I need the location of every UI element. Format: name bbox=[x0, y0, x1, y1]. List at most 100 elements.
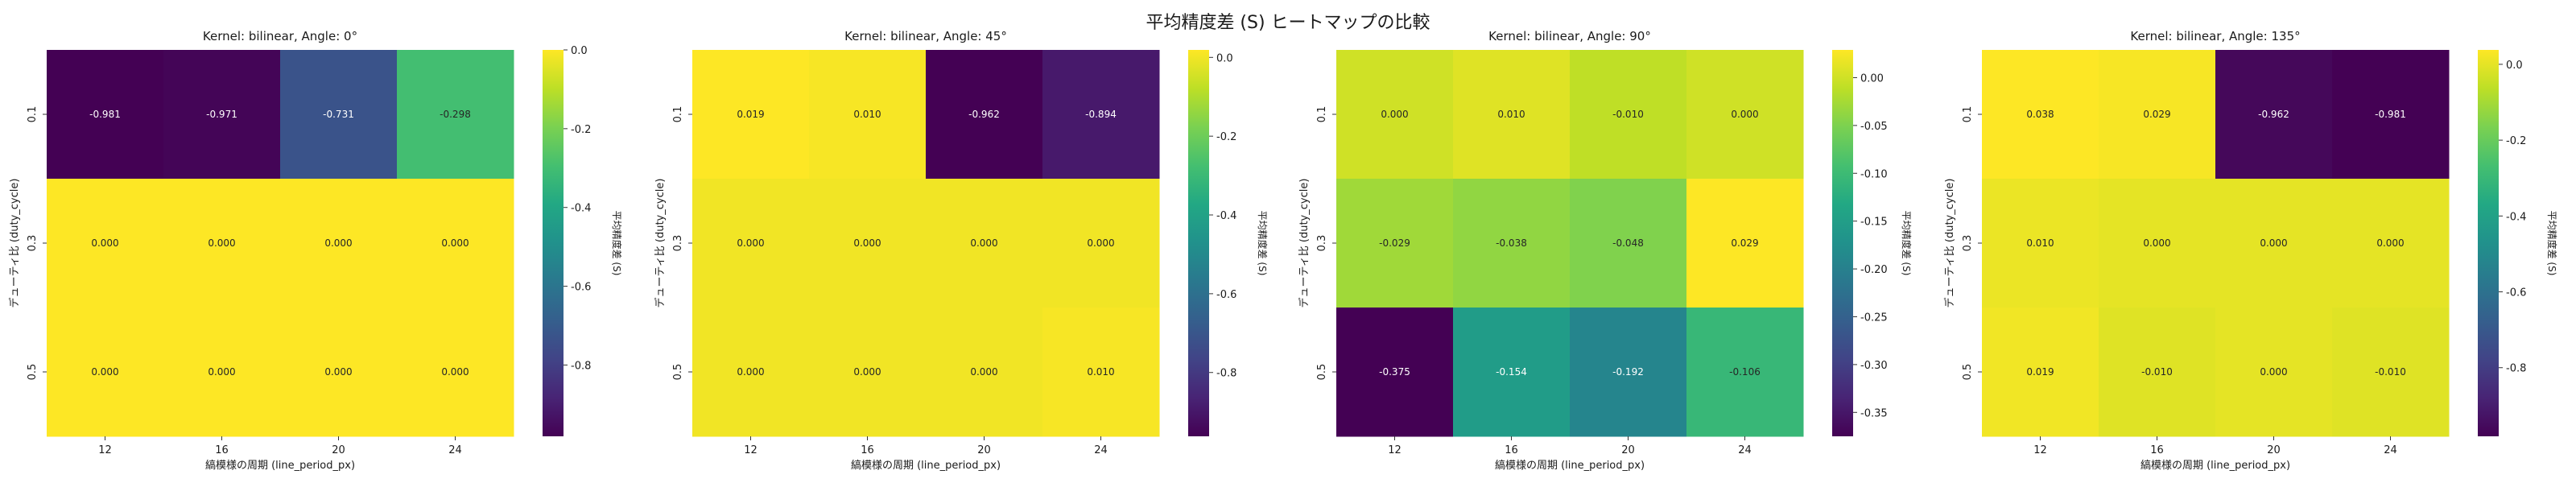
x-axis-label: 縞模様の周期 (line_period_px) bbox=[851, 459, 1001, 472]
x-axis-label: 縞模様の周期 (line_period_px) bbox=[1495, 459, 1645, 472]
cell-value-label: 0.000 bbox=[970, 237, 997, 249]
heatmap-cell bbox=[926, 179, 1043, 308]
x-tick-label: 12 bbox=[744, 444, 758, 456]
cell-value-label: 0.038 bbox=[2026, 109, 2054, 120]
colorbar-tick-label: -0.05 bbox=[1860, 121, 1888, 133]
heatmap-cell bbox=[280, 308, 398, 437]
heatmap-cell bbox=[1982, 308, 2099, 437]
x-tick-label: 12 bbox=[2033, 444, 2047, 456]
y-tick-label: 0.3 bbox=[27, 235, 39, 252]
colorbar-tick-label: -0.8 bbox=[571, 360, 591, 372]
cell-value-label: 0.010 bbox=[1087, 366, 1114, 378]
heatmap-cell bbox=[280, 50, 398, 180]
heatmap-panel-4: Kernel: bilinear, Angle: 135° 0.038 0.029 -… bbox=[1943, 29, 2558, 472]
cell-value-label: 0.000 bbox=[91, 237, 118, 249]
heatmap-cell bbox=[163, 308, 281, 437]
x-tick-label: 12 bbox=[98, 444, 112, 456]
cell-value-label: -0.010 bbox=[1612, 109, 1644, 120]
cell-value-label: 0.010 bbox=[2026, 237, 2054, 249]
cell-value-label: 0.000 bbox=[737, 237, 764, 249]
y-axis-label: デューティ比 (duty_cycle) bbox=[654, 179, 667, 308]
heatmap-cell bbox=[1686, 50, 1804, 180]
x-tick-label: 16 bbox=[215, 444, 229, 456]
cell-value-label: 0.000 bbox=[208, 366, 235, 378]
colorbar bbox=[543, 50, 564, 436]
heatmap-cell bbox=[1982, 179, 2099, 308]
heatmap-cell bbox=[2332, 50, 2450, 180]
x-tick-label: 24 bbox=[448, 444, 462, 456]
y-tick-label: 0.1 bbox=[27, 106, 39, 123]
colorbar bbox=[1832, 50, 1853, 436]
cell-value-label: -0.298 bbox=[440, 109, 471, 120]
heatmap-cell bbox=[692, 308, 810, 437]
colorbar-label: 平均精度差 (S) bbox=[611, 211, 623, 276]
cell-value-label: 0.000 bbox=[853, 237, 881, 249]
heatmap-cell bbox=[1982, 50, 2099, 180]
heatmap-cell bbox=[47, 179, 164, 308]
heatmap-cell bbox=[809, 308, 927, 437]
y-tick-label: 0.1 bbox=[1962, 106, 1974, 123]
x-tick-label: 24 bbox=[2384, 444, 2397, 456]
colorbar-tick-label: -0.25 bbox=[1860, 312, 1888, 324]
heatmap-cell bbox=[1686, 179, 1804, 308]
panel-title: Kernel: bilinear, Angle: 0° bbox=[203, 29, 357, 43]
cell-value-label: 0.000 bbox=[970, 366, 997, 378]
y-tick-label: 0.3 bbox=[1316, 235, 1328, 252]
y-tick-label: 0.1 bbox=[1316, 106, 1328, 123]
x-tick-label: 24 bbox=[1738, 444, 1752, 456]
heatmap-cell bbox=[692, 50, 810, 180]
colorbar-tick-label: -0.2 bbox=[571, 124, 591, 136]
heatmap-cell bbox=[809, 179, 927, 308]
heatmap-cell bbox=[1042, 50, 1160, 180]
heatmap-cell bbox=[1453, 308, 1571, 437]
x-tick-label: 16 bbox=[2150, 444, 2164, 456]
colorbar-tick-label: -0.30 bbox=[1860, 360, 1888, 372]
cell-value-label: 0.000 bbox=[2260, 366, 2287, 378]
x-axis-label: 縞模様の周期 (line_period_px) bbox=[205, 459, 355, 472]
y-tick-label: 0.5 bbox=[27, 364, 39, 381]
cell-value-label: -0.731 bbox=[323, 109, 354, 120]
heatmap-cell bbox=[809, 50, 927, 180]
colorbar bbox=[1188, 50, 1209, 436]
cell-value-label: -0.375 bbox=[1379, 366, 1410, 378]
heatmap-cell bbox=[397, 179, 514, 308]
cell-value-label: 0.010 bbox=[853, 109, 881, 120]
cell-value-label: 0.000 bbox=[441, 366, 469, 378]
colorbar-tick-label: 0.0 bbox=[2506, 60, 2523, 72]
colorbar-tick-label: 0.00 bbox=[1860, 72, 1884, 85]
cell-value-label: -0.010 bbox=[2141, 366, 2173, 378]
heatmap-cell bbox=[2215, 179, 2333, 308]
y-axis-label: デューティ比 (duty_cycle) bbox=[8, 179, 21, 308]
figure-title: 平均精度差 (S) ヒートマップの比較 bbox=[1146, 13, 1430, 33]
cell-value-label: 0.000 bbox=[853, 366, 881, 378]
colorbar-tick-label: -0.8 bbox=[1216, 368, 1236, 380]
heatmap-cell bbox=[2099, 179, 2216, 308]
cell-value-label: -0.029 bbox=[1379, 237, 1410, 249]
colorbar-tick-label: -0.8 bbox=[2506, 363, 2526, 375]
colorbar-tick-label: 0.0 bbox=[571, 45, 588, 57]
heatmap-cell bbox=[1570, 179, 1687, 308]
y-tick-label: 0.5 bbox=[1316, 364, 1328, 381]
cell-value-label: 0.000 bbox=[1381, 109, 1408, 120]
heatmap-panel-3: Kernel: bilinear, Angle: 90° 0.000 0.010 -0… bbox=[1298, 29, 1913, 472]
colorbar-tick-label: -0.6 bbox=[1216, 289, 1236, 301]
cell-value-label: -0.981 bbox=[2375, 109, 2406, 120]
colorbar bbox=[2478, 50, 2499, 436]
heatmap-panel-1: Kernel: bilinear, Angle: 0° -0.981 -0.971 -… bbox=[8, 29, 623, 472]
heatmap-cell bbox=[47, 308, 164, 437]
x-tick-label: 16 bbox=[1505, 444, 1518, 456]
heatmap-cell bbox=[47, 50, 164, 180]
y-tick-label: 0.1 bbox=[672, 106, 684, 123]
cell-value-label: -0.038 bbox=[1496, 237, 1527, 249]
x-tick-label: 24 bbox=[1094, 444, 1108, 456]
cell-value-label: -0.154 bbox=[1496, 366, 1527, 378]
x-tick-label: 20 bbox=[977, 444, 991, 456]
heatmap-cell bbox=[2099, 308, 2216, 437]
colorbar-tick-label: -0.2 bbox=[1216, 131, 1236, 143]
cell-value-label: 0.000 bbox=[737, 366, 764, 378]
x-axis-label: 縞模様の周期 (line_period_px) bbox=[2140, 459, 2290, 472]
panel-title: Kernel: bilinear, Angle: 45° bbox=[844, 29, 1007, 43]
cell-value-label: -0.962 bbox=[968, 109, 1000, 120]
heatmap-cell bbox=[1336, 50, 1454, 180]
